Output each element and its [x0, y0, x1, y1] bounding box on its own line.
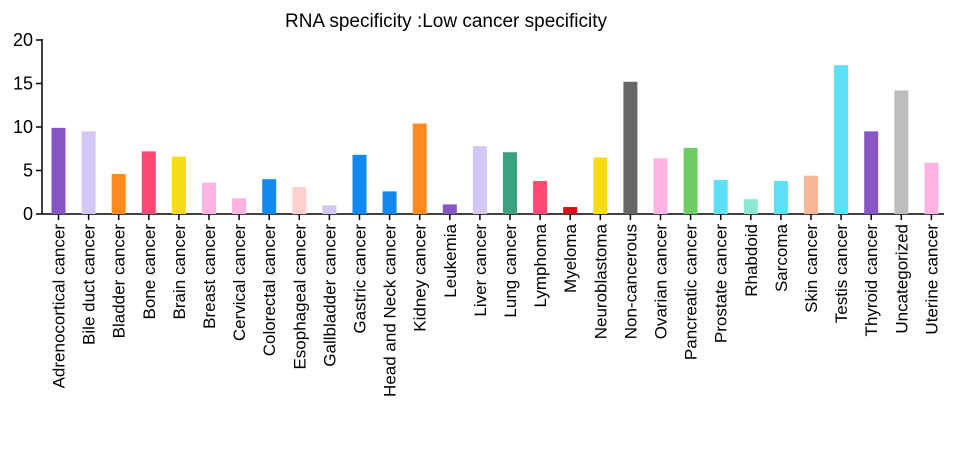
bar — [51, 127, 66, 214]
x-tick-label: Testis cancer — [832, 224, 851, 324]
x-tick-label: Myeloma — [561, 223, 580, 293]
bar — [141, 151, 156, 214]
x-tick-label: Brain cancer — [170, 224, 189, 320]
x-tick-label: Ovarian cancer — [652, 224, 671, 340]
x-tick-label: Lymphoma — [531, 223, 550, 307]
x-tick-label: Pancreatic cancer — [682, 224, 701, 360]
bar — [563, 207, 578, 214]
x-tick-label: Liver cancer — [471, 224, 490, 317]
x-tick-label: Bladder cancer — [110, 224, 129, 339]
bar — [322, 205, 337, 214]
x-tick-label: Lung cancer — [501, 224, 520, 318]
bar — [111, 173, 126, 214]
chart-title: RNA specificity :Low cancer specificity — [285, 11, 608, 32]
bar — [472, 146, 487, 214]
bar — [533, 180, 548, 214]
bar — [683, 147, 698, 214]
bar — [352, 154, 367, 214]
bar — [262, 179, 277, 214]
x-tick-label: Cervical cancer — [230, 224, 249, 341]
bar — [292, 187, 307, 214]
chart-bars — [51, 65, 939, 214]
x-tick-label: Uterine cancer — [922, 224, 941, 335]
y-tick-label: 0 — [23, 204, 33, 224]
bar — [412, 123, 427, 214]
x-tick-label: Thyroid cancer — [862, 224, 881, 337]
x-tick-label: Esophageal cancer — [290, 224, 309, 370]
bar — [232, 198, 247, 214]
bar — [382, 191, 397, 214]
x-tick-label: Head and Neck cancer — [381, 224, 400, 397]
y-tick-label: 5 — [23, 161, 33, 181]
bar — [623, 81, 638, 214]
bar — [834, 65, 849, 214]
x-tick-label: Rhabdoid — [742, 224, 761, 297]
x-tick-label: Breast cancer — [200, 224, 219, 329]
bar — [81, 131, 96, 214]
x-tick-label: Gastric cancer — [351, 224, 370, 334]
bar — [653, 158, 668, 214]
x-tick-label: Bile duct cancer — [80, 224, 99, 345]
x-tick-label: Bone cancer — [140, 224, 159, 320]
x-tick-label: Gallbladder cancer — [320, 224, 339, 367]
bar — [924, 162, 939, 214]
chart-axes: 0 5 10 15 20 — [13, 30, 944, 224]
bar — [171, 156, 186, 214]
x-tick-label: Uncategorized — [892, 224, 911, 334]
x-tick-label: Non-cancerous — [621, 224, 640, 339]
bar — [773, 180, 788, 214]
x-tick-label: Colorectal cancer — [260, 224, 279, 357]
bar — [864, 131, 879, 214]
bar — [743, 199, 758, 214]
bar — [713, 180, 728, 214]
x-tick-label: Leukemia — [441, 223, 460, 297]
x-tick-label: Prostate cancer — [712, 224, 731, 343]
y-tick-label: 10 — [13, 117, 33, 137]
bar — [202, 182, 216, 214]
x-tick-label: Adrenocortical cancer — [50, 224, 69, 389]
bar — [503, 152, 517, 214]
bar — [894, 90, 909, 214]
x-tick-label: Kidney cancer — [411, 224, 430, 332]
bar — [593, 157, 608, 214]
x-tick-label: Sarcoma — [772, 223, 791, 292]
bar — [804, 175, 818, 214]
bar — [442, 204, 457, 214]
x-tick-label: Skin cancer — [802, 224, 821, 313]
y-tick-label: 15 — [13, 74, 33, 94]
x-tick-labels: Adrenocortical cancer Bile duct cancer Bla… — [50, 223, 942, 396]
y-tick-label: 20 — [13, 30, 33, 50]
x-tick-label: Neuroblastoma — [591, 223, 610, 339]
